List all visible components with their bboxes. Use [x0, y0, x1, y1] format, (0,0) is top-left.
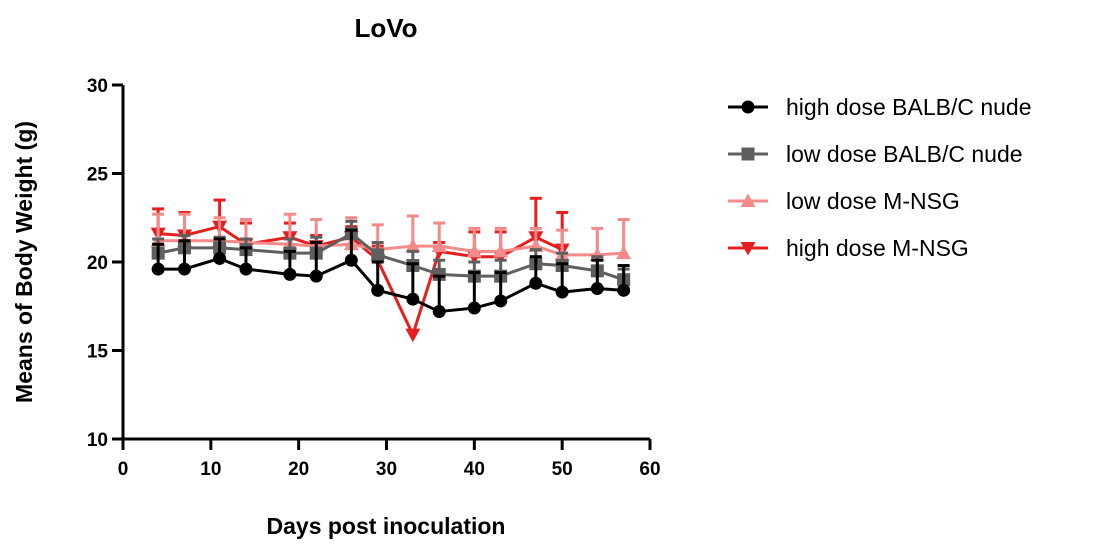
legend-label: high dose BALB/C nude — [786, 94, 1032, 120]
data-point — [405, 328, 421, 343]
data-point — [405, 238, 421, 253]
data-point — [467, 301, 481, 315]
data-point — [371, 283, 385, 297]
y-tick-label: 30 — [87, 76, 108, 97]
series-line — [158, 239, 624, 257]
data-point — [431, 238, 447, 253]
x-axis-label: Days post inoculation — [267, 513, 506, 539]
data-point — [406, 292, 420, 306]
legend-item: high dose BALB/C nude — [728, 94, 1032, 120]
legend-marker — [741, 147, 755, 161]
data-point — [239, 262, 253, 276]
legend-marker — [740, 242, 756, 256]
y-axis-label: Means of Body Weight (g) — [11, 121, 37, 403]
data-point — [309, 269, 323, 283]
x-tick-label: 30 — [376, 459, 397, 480]
x-tick-label: 0 — [118, 459, 129, 480]
data-point — [493, 243, 509, 258]
legend-marker — [740, 193, 756, 207]
data-point — [590, 282, 604, 296]
data-point — [213, 251, 227, 265]
series-line — [157, 232, 625, 282]
legend: high dose BALB/C nude low dose BALB/C nud… — [728, 94, 1032, 261]
y-tick-label: 20 — [87, 253, 108, 274]
data-point — [617, 283, 631, 297]
series-line — [158, 256, 624, 314]
data-point — [344, 253, 358, 267]
x-tick-label: 60 — [639, 459, 660, 480]
data-point — [616, 245, 632, 260]
x-tick-label: 50 — [552, 459, 573, 480]
legend-label: low dose M-NSG — [786, 188, 960, 214]
plot-area — [150, 196, 632, 343]
legend-item: low dose M-NSG — [728, 188, 960, 214]
series-high-dose-balb-c-nude — [151, 228, 631, 319]
data-point — [151, 262, 165, 276]
chart-title: LoVo — [354, 13, 417, 43]
x-tick-label: 10 — [200, 459, 221, 480]
legend-item: high dose M-NSG — [728, 235, 969, 261]
legend-label: high dose M-NSG — [786, 235, 969, 261]
data-point — [494, 294, 508, 308]
axis-ticks: 10 15 20 25 30 0 10 20 30 40 50 60 — [87, 76, 661, 480]
data-point — [283, 267, 297, 281]
y-tick-label: 15 — [87, 342, 109, 363]
data-point — [466, 243, 482, 258]
data-point — [555, 285, 569, 299]
data-point — [177, 262, 191, 276]
data-point — [371, 248, 385, 262]
x-tick-label: 20 — [288, 459, 309, 480]
legend-item: low dose BALB/C nude — [728, 141, 1023, 167]
x-tick-label: 40 — [464, 459, 485, 480]
data-point — [432, 305, 446, 319]
legend-marker — [741, 100, 755, 114]
y-tick-label: 10 — [87, 430, 108, 451]
y-tick-label: 25 — [87, 165, 109, 186]
data-point — [529, 276, 543, 290]
legend-label: low dose BALB/C nude — [786, 141, 1023, 167]
